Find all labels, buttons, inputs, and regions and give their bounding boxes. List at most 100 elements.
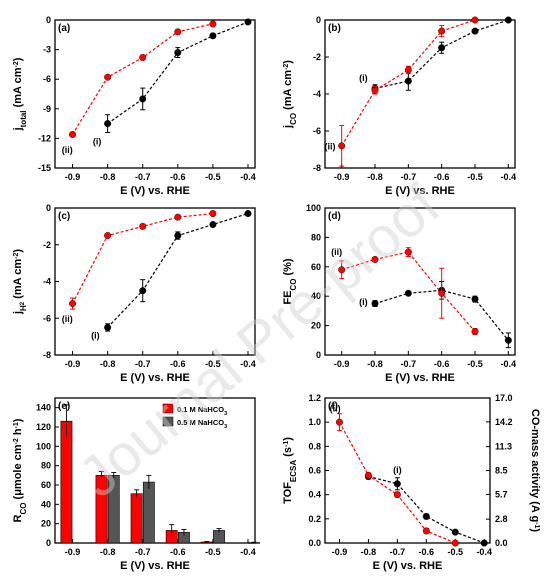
x-tick-label: -0.6 (434, 359, 450, 369)
y-tick-label: -4 (313, 89, 321, 99)
y-tick-label: 60 (41, 480, 51, 490)
y-tick-label: -6 (43, 313, 51, 323)
y-tick-label: -9 (43, 104, 51, 114)
data-point (404, 77, 412, 85)
x-tick-label: -0.8 (100, 359, 116, 369)
y-tick-label: -6 (43, 74, 51, 84)
x-tick-label: -0.6 (170, 359, 186, 369)
y-axis-label: RCO (μmole cm-2 h-1) (12, 418, 28, 522)
data-point (422, 527, 430, 535)
x-tick-label: -0.7 (390, 547, 406, 557)
legend-swatch (162, 403, 174, 414)
data-point (69, 300, 77, 308)
y-tick-label: 120 (36, 422, 51, 432)
x-tick-label: -0.7 (135, 547, 151, 557)
chart-panel-6: (f)-0.9 -0.8 -0.7 -0.6 -0.5 -0.40.00.20.40.60… (282, 393, 541, 572)
x-tick-label: -0.6 (434, 172, 450, 182)
data-point (139, 287, 147, 295)
data-point (404, 248, 412, 256)
x-axis-label: E (V) vs. RHE (120, 560, 190, 572)
data-point (480, 539, 488, 547)
data-point (504, 16, 512, 24)
data-point (335, 418, 343, 426)
x-tick-label: -0.6 (170, 172, 186, 182)
x-tick-label: -0.7 (401, 172, 417, 182)
y-tick-label: 140 (36, 403, 51, 413)
data-point (404, 289, 412, 297)
legend-label: 0.1 M NaHCO3 (177, 405, 227, 417)
x-tick-label: -0.5 (205, 172, 221, 182)
x-tick-label: -0.6 (419, 547, 435, 557)
data-point (471, 16, 479, 24)
fit-line (374, 289, 509, 341)
plot-frame (324, 207, 516, 356)
data-point (174, 28, 182, 36)
y-tick-label: 0 (46, 538, 51, 548)
plot-frame (54, 19, 256, 169)
x-tick-label: -0.9 (65, 359, 81, 369)
x-tick-label: -0.8 (100, 172, 116, 182)
bar (142, 481, 155, 544)
right-y-axis-label: CO-mass activity (A g-1) (529, 409, 541, 533)
right-y-tick-label: 11.3 (495, 442, 512, 452)
data-point (209, 210, 217, 218)
x-axis-label: E (V) vs. RHE (385, 372, 455, 384)
data-point (471, 27, 479, 35)
series-label: (ii) (331, 247, 342, 257)
x-tick-label: -0.9 (334, 359, 350, 369)
series-label: (ii) (330, 403, 341, 413)
data-point (393, 480, 401, 488)
bar (130, 493, 143, 544)
x-tick-label: -0.8 (100, 547, 116, 557)
data-point (438, 27, 446, 35)
data-point (244, 18, 252, 26)
x-tick-label: -0.4 (501, 359, 517, 369)
y-axis-label: TOFECSA (s-1) (282, 437, 298, 504)
y-tick-label: -15 (38, 163, 51, 173)
x-tick-label: -0.4 (476, 547, 492, 557)
data-point (174, 232, 182, 240)
panel-label: (b) (328, 23, 341, 34)
data-point (364, 471, 372, 479)
y-tick-label: 20 (41, 519, 51, 529)
y-tick-label: -12 (38, 133, 51, 143)
series-label: (i) (359, 73, 368, 83)
legend-label: 0.5 M NaHCO3 (177, 418, 227, 430)
chart-panel-5: (e) -0.9 -0.8 -0.7 -0.6 -0.5 -0.4 0 20 40 60 80 100 1… (12, 397, 261, 572)
data-point (438, 44, 446, 52)
data-point (371, 255, 379, 263)
plot-frame (324, 19, 516, 169)
y-tick-label: 0 (316, 350, 321, 360)
x-tick-label: -0.7 (401, 359, 417, 369)
data-point (209, 20, 217, 28)
data-point (451, 528, 459, 536)
y-tick-label: -3 (43, 45, 51, 55)
x-tick-label: -0.5 (205, 547, 221, 557)
x-tick-label: -0.6 (170, 547, 186, 557)
x-tick-label: -0.9 (65, 172, 81, 182)
chart-panel-1: (a) -0.9 -0.8 -0.7 -0.6 -0.5 -0.4 -15 -12 -9 -6 -3 0… (12, 15, 256, 197)
y-tick-label: 1.2 (308, 393, 321, 403)
y-tick-label: 80 (41, 461, 51, 471)
right-y-tick-label: 0.0 (495, 538, 508, 548)
y-tick-label: 100 (306, 203, 321, 213)
fit-line (71, 23, 214, 135)
data-point (451, 539, 459, 547)
y-tick-label: -2 (313, 52, 321, 62)
y-tick-label: -6 (313, 126, 321, 136)
x-tick-label: -0.4 (240, 359, 256, 369)
data-point (209, 32, 217, 40)
panel-label: (c) (58, 211, 70, 222)
y-tick-label: 1.0 (308, 417, 321, 427)
y-tick-label: 0.0 (308, 538, 321, 548)
y-tick-label: -2 (43, 240, 51, 250)
y-tick-label: 0 (316, 15, 321, 25)
chart-panel-3: (c) -0.9 -0.8 -0.7 -0.6 -0.5 -0.4 -8 -6 -4 -2 0 E (V… (12, 203, 256, 384)
data-point (244, 210, 252, 218)
x-axis-label: E (V) vs. RHE (373, 560, 443, 572)
right-y-tick-label: 8.5 (495, 466, 508, 476)
series-label: (i) (93, 136, 102, 146)
data-point (209, 221, 217, 229)
y-tick-label: -4 (43, 277, 51, 287)
data-point (371, 300, 379, 308)
